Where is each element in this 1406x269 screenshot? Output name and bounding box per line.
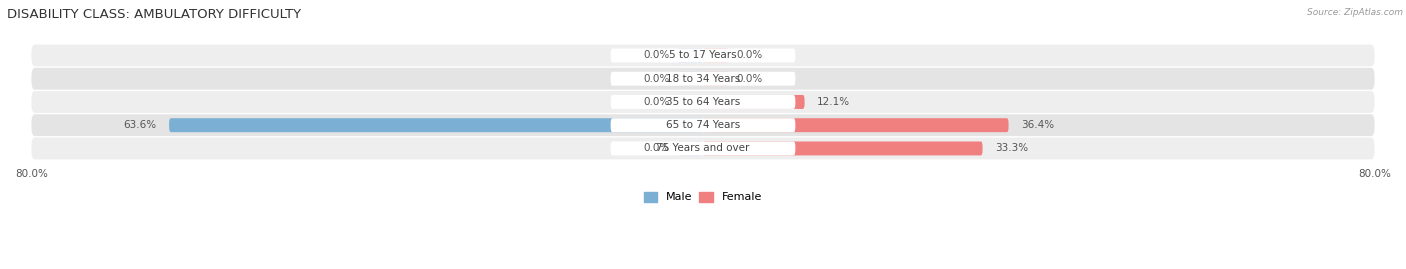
Text: DISABILITY CLASS: AMBULATORY DIFFICULTY: DISABILITY CLASS: AMBULATORY DIFFICULTY bbox=[7, 8, 301, 21]
FancyBboxPatch shape bbox=[31, 114, 1375, 136]
FancyBboxPatch shape bbox=[610, 118, 796, 132]
FancyBboxPatch shape bbox=[610, 95, 796, 109]
FancyBboxPatch shape bbox=[703, 95, 804, 109]
Text: 75 Years and over: 75 Years and over bbox=[657, 143, 749, 153]
FancyBboxPatch shape bbox=[703, 72, 728, 86]
Text: 63.6%: 63.6% bbox=[124, 120, 156, 130]
FancyBboxPatch shape bbox=[678, 95, 703, 109]
Text: 0.0%: 0.0% bbox=[643, 143, 669, 153]
FancyBboxPatch shape bbox=[678, 48, 703, 62]
FancyBboxPatch shape bbox=[31, 137, 1375, 159]
FancyBboxPatch shape bbox=[31, 68, 1375, 90]
FancyBboxPatch shape bbox=[678, 72, 703, 86]
FancyBboxPatch shape bbox=[610, 141, 796, 155]
FancyBboxPatch shape bbox=[610, 72, 796, 86]
Text: Source: ZipAtlas.com: Source: ZipAtlas.com bbox=[1308, 8, 1403, 17]
FancyBboxPatch shape bbox=[678, 141, 703, 155]
FancyBboxPatch shape bbox=[169, 118, 703, 132]
FancyBboxPatch shape bbox=[703, 48, 728, 62]
FancyBboxPatch shape bbox=[31, 45, 1375, 66]
Text: 0.0%: 0.0% bbox=[643, 97, 669, 107]
FancyBboxPatch shape bbox=[703, 141, 983, 155]
Text: 12.1%: 12.1% bbox=[817, 97, 851, 107]
Text: 35 to 64 Years: 35 to 64 Years bbox=[666, 97, 740, 107]
Text: 0.0%: 0.0% bbox=[737, 74, 763, 84]
Text: 0.0%: 0.0% bbox=[643, 74, 669, 84]
Text: 33.3%: 33.3% bbox=[995, 143, 1028, 153]
Legend: Male, Female: Male, Female bbox=[640, 187, 766, 207]
Text: 0.0%: 0.0% bbox=[643, 51, 669, 61]
Text: 36.4%: 36.4% bbox=[1021, 120, 1054, 130]
FancyBboxPatch shape bbox=[703, 118, 1008, 132]
Text: 18 to 34 Years: 18 to 34 Years bbox=[666, 74, 740, 84]
Text: 65 to 74 Years: 65 to 74 Years bbox=[666, 120, 740, 130]
FancyBboxPatch shape bbox=[610, 48, 796, 62]
Text: 0.0%: 0.0% bbox=[737, 51, 763, 61]
Text: 5 to 17 Years: 5 to 17 Years bbox=[669, 51, 737, 61]
FancyBboxPatch shape bbox=[31, 91, 1375, 113]
